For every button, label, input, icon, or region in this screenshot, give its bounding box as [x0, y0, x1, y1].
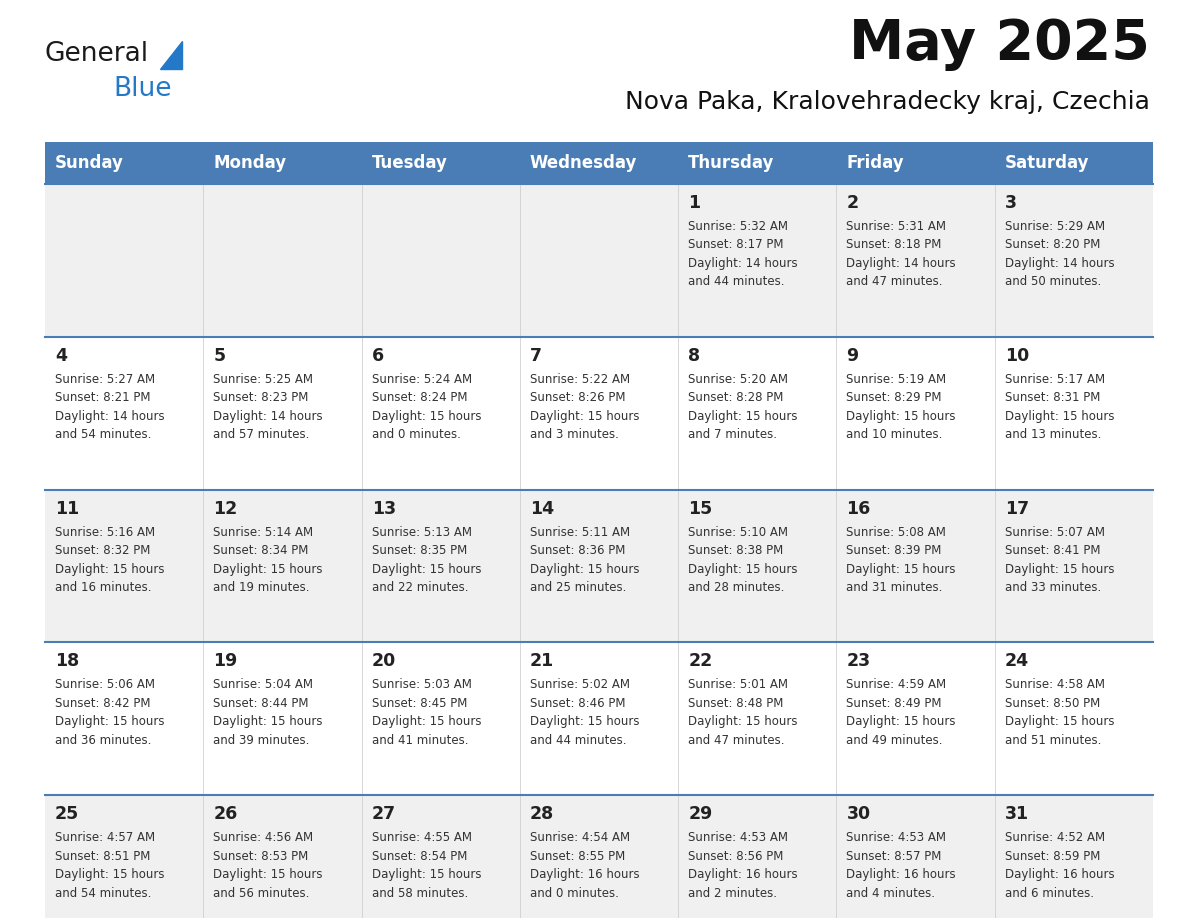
- Text: Tuesday: Tuesday: [372, 154, 448, 172]
- Text: 9: 9: [846, 347, 859, 364]
- Text: Sunrise: 4:54 AM
Sunset: 8:55 PM
Daylight: 16 hours
and 0 minutes.: Sunrise: 4:54 AM Sunset: 8:55 PM Dayligh…: [530, 831, 639, 900]
- Text: Sunrise: 5:22 AM
Sunset: 8:26 PM
Daylight: 15 hours
and 3 minutes.: Sunrise: 5:22 AM Sunset: 8:26 PM Dayligh…: [530, 373, 639, 442]
- Text: 16: 16: [846, 499, 871, 518]
- Text: Sunrise: 5:03 AM
Sunset: 8:45 PM
Daylight: 15 hours
and 41 minutes.: Sunrise: 5:03 AM Sunset: 8:45 PM Dayligh…: [372, 678, 481, 747]
- Text: 26: 26: [214, 805, 238, 823]
- Text: Sunrise: 5:14 AM
Sunset: 8:34 PM
Daylight: 15 hours
and 19 minutes.: Sunrise: 5:14 AM Sunset: 8:34 PM Dayligh…: [214, 526, 323, 594]
- Text: Sunrise: 5:07 AM
Sunset: 8:41 PM
Daylight: 15 hours
and 33 minutes.: Sunrise: 5:07 AM Sunset: 8:41 PM Dayligh…: [1005, 526, 1114, 594]
- Text: 12: 12: [214, 499, 238, 518]
- Text: 11: 11: [55, 499, 80, 518]
- Text: Sunrise: 5:13 AM
Sunset: 8:35 PM
Daylight: 15 hours
and 22 minutes.: Sunrise: 5:13 AM Sunset: 8:35 PM Dayligh…: [372, 526, 481, 594]
- Bar: [45, 142, 1154, 184]
- Text: Sunrise: 4:57 AM
Sunset: 8:51 PM
Daylight: 15 hours
and 54 minutes.: Sunrise: 4:57 AM Sunset: 8:51 PM Dayligh…: [55, 831, 164, 900]
- Text: Sunrise: 5:16 AM
Sunset: 8:32 PM
Daylight: 15 hours
and 16 minutes.: Sunrise: 5:16 AM Sunset: 8:32 PM Dayligh…: [55, 526, 164, 594]
- Text: Sunrise: 5:08 AM
Sunset: 8:39 PM
Daylight: 15 hours
and 31 minutes.: Sunrise: 5:08 AM Sunset: 8:39 PM Dayligh…: [846, 526, 956, 594]
- Text: 5: 5: [214, 347, 226, 364]
- Text: 2: 2: [846, 194, 859, 212]
- Text: Sunrise: 4:53 AM
Sunset: 8:57 PM
Daylight: 16 hours
and 4 minutes.: Sunrise: 4:53 AM Sunset: 8:57 PM Dayligh…: [846, 831, 956, 900]
- Text: 17: 17: [1005, 499, 1029, 518]
- Text: Sunrise: 5:01 AM
Sunset: 8:48 PM
Daylight: 15 hours
and 47 minutes.: Sunrise: 5:01 AM Sunset: 8:48 PM Dayligh…: [688, 678, 797, 747]
- Text: General: General: [45, 41, 150, 67]
- Bar: [45, 337, 1154, 489]
- Polygon shape: [160, 41, 182, 69]
- Text: Sunrise: 4:58 AM
Sunset: 8:50 PM
Daylight: 15 hours
and 51 minutes.: Sunrise: 4:58 AM Sunset: 8:50 PM Dayligh…: [1005, 678, 1114, 747]
- Text: 24: 24: [1005, 653, 1029, 670]
- Text: 7: 7: [530, 347, 542, 364]
- Text: 4: 4: [55, 347, 67, 364]
- Text: Friday: Friday: [846, 154, 904, 172]
- Text: 28: 28: [530, 805, 554, 823]
- Text: 15: 15: [688, 499, 713, 518]
- Text: 10: 10: [1005, 347, 1029, 364]
- Text: May 2025: May 2025: [849, 17, 1150, 71]
- Text: 23: 23: [846, 653, 871, 670]
- Text: 21: 21: [530, 653, 554, 670]
- Text: Sunrise: 5:02 AM
Sunset: 8:46 PM
Daylight: 15 hours
and 44 minutes.: Sunrise: 5:02 AM Sunset: 8:46 PM Dayligh…: [530, 678, 639, 747]
- Text: Blue: Blue: [113, 76, 171, 102]
- Text: Sunrise: 5:19 AM
Sunset: 8:29 PM
Daylight: 15 hours
and 10 minutes.: Sunrise: 5:19 AM Sunset: 8:29 PM Dayligh…: [846, 373, 956, 442]
- Bar: [45, 184, 1154, 337]
- Text: Sunrise: 5:04 AM
Sunset: 8:44 PM
Daylight: 15 hours
and 39 minutes.: Sunrise: 5:04 AM Sunset: 8:44 PM Dayligh…: [214, 678, 323, 747]
- Text: Sunrise: 5:27 AM
Sunset: 8:21 PM
Daylight: 14 hours
and 54 minutes.: Sunrise: 5:27 AM Sunset: 8:21 PM Dayligh…: [55, 373, 165, 442]
- Text: 18: 18: [55, 653, 80, 670]
- Text: Sunrise: 5:11 AM
Sunset: 8:36 PM
Daylight: 15 hours
and 25 minutes.: Sunrise: 5:11 AM Sunset: 8:36 PM Dayligh…: [530, 526, 639, 594]
- Text: 6: 6: [372, 347, 384, 364]
- Text: 22: 22: [688, 653, 713, 670]
- Text: Sunrise: 5:25 AM
Sunset: 8:23 PM
Daylight: 14 hours
and 57 minutes.: Sunrise: 5:25 AM Sunset: 8:23 PM Dayligh…: [214, 373, 323, 442]
- Text: 19: 19: [214, 653, 238, 670]
- Text: Sunrise: 4:55 AM
Sunset: 8:54 PM
Daylight: 15 hours
and 58 minutes.: Sunrise: 4:55 AM Sunset: 8:54 PM Dayligh…: [372, 831, 481, 900]
- Text: 27: 27: [372, 805, 396, 823]
- Text: 13: 13: [372, 499, 396, 518]
- Text: Sunrise: 5:17 AM
Sunset: 8:31 PM
Daylight: 15 hours
and 13 minutes.: Sunrise: 5:17 AM Sunset: 8:31 PM Dayligh…: [1005, 373, 1114, 442]
- Text: Sunday: Sunday: [55, 154, 124, 172]
- Text: Thursday: Thursday: [688, 154, 775, 172]
- Text: 1: 1: [688, 194, 700, 212]
- Text: 31: 31: [1005, 805, 1029, 823]
- Text: 14: 14: [530, 499, 554, 518]
- Text: Sunrise: 5:32 AM
Sunset: 8:17 PM
Daylight: 14 hours
and 44 minutes.: Sunrise: 5:32 AM Sunset: 8:17 PM Dayligh…: [688, 220, 798, 288]
- Text: Sunrise: 4:59 AM
Sunset: 8:49 PM
Daylight: 15 hours
and 49 minutes.: Sunrise: 4:59 AM Sunset: 8:49 PM Dayligh…: [846, 678, 956, 747]
- Text: Sunrise: 5:24 AM
Sunset: 8:24 PM
Daylight: 15 hours
and 0 minutes.: Sunrise: 5:24 AM Sunset: 8:24 PM Dayligh…: [372, 373, 481, 442]
- Text: Sunrise: 4:53 AM
Sunset: 8:56 PM
Daylight: 16 hours
and 2 minutes.: Sunrise: 4:53 AM Sunset: 8:56 PM Dayligh…: [688, 831, 798, 900]
- Text: 30: 30: [846, 805, 871, 823]
- Bar: [45, 795, 1154, 918]
- Text: Sunrise: 5:06 AM
Sunset: 8:42 PM
Daylight: 15 hours
and 36 minutes.: Sunrise: 5:06 AM Sunset: 8:42 PM Dayligh…: [55, 678, 164, 747]
- Text: Sunrise: 5:31 AM
Sunset: 8:18 PM
Daylight: 14 hours
and 47 minutes.: Sunrise: 5:31 AM Sunset: 8:18 PM Dayligh…: [846, 220, 956, 288]
- Text: 25: 25: [55, 805, 80, 823]
- Text: Monday: Monday: [214, 154, 286, 172]
- Text: Sunrise: 4:52 AM
Sunset: 8:59 PM
Daylight: 16 hours
and 6 minutes.: Sunrise: 4:52 AM Sunset: 8:59 PM Dayligh…: [1005, 831, 1114, 900]
- Text: 8: 8: [688, 347, 700, 364]
- Text: Sunrise: 5:20 AM
Sunset: 8:28 PM
Daylight: 15 hours
and 7 minutes.: Sunrise: 5:20 AM Sunset: 8:28 PM Dayligh…: [688, 373, 797, 442]
- Text: 20: 20: [372, 653, 396, 670]
- Text: Sunrise: 5:10 AM
Sunset: 8:38 PM
Daylight: 15 hours
and 28 minutes.: Sunrise: 5:10 AM Sunset: 8:38 PM Dayligh…: [688, 526, 797, 594]
- Text: Nova Paka, Kralovehradecky kraj, Czechia: Nova Paka, Kralovehradecky kraj, Czechia: [625, 90, 1150, 114]
- Text: Saturday: Saturday: [1005, 154, 1089, 172]
- Text: Sunrise: 4:56 AM
Sunset: 8:53 PM
Daylight: 15 hours
and 56 minutes.: Sunrise: 4:56 AM Sunset: 8:53 PM Dayligh…: [214, 831, 323, 900]
- Text: 29: 29: [688, 805, 713, 823]
- Text: Sunrise: 5:29 AM
Sunset: 8:20 PM
Daylight: 14 hours
and 50 minutes.: Sunrise: 5:29 AM Sunset: 8:20 PM Dayligh…: [1005, 220, 1114, 288]
- Bar: [45, 489, 1154, 643]
- Bar: [45, 643, 1154, 795]
- Text: 3: 3: [1005, 194, 1017, 212]
- Text: Wednesday: Wednesday: [530, 154, 637, 172]
